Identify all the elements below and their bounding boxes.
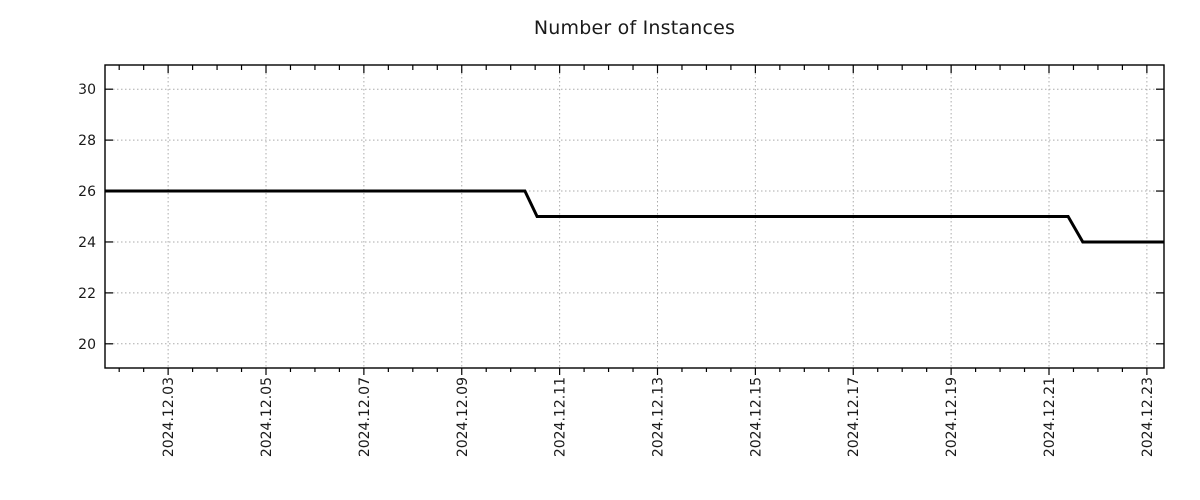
x-tick-label: 2024.12.07	[357, 377, 373, 457]
y-tick-label: 22	[78, 286, 96, 302]
x-tick-label: 2024.12.09	[455, 377, 471, 457]
x-tick-label: 2024.12.13	[651, 377, 667, 457]
x-tick-label: 2024.12.05	[259, 377, 275, 457]
x-tick-label: 2024.12.23	[1140, 377, 1156, 457]
y-tick-label: 26	[78, 184, 96, 200]
chart-title: Number of Instances	[533, 17, 736, 39]
x-tick-label: 2024.12.03	[161, 377, 177, 457]
x-tick-label: 2024.12.15	[748, 377, 764, 457]
x-tick-label: 2024.12.21	[1042, 377, 1058, 457]
y-tick-label: 20	[78, 337, 96, 353]
y-tick-label: 30	[78, 82, 96, 98]
data-line-instances	[105, 189, 1164, 244]
y-tick-label: 28	[78, 133, 96, 149]
x-tick-label: 2024.12.17	[846, 377, 862, 457]
x-tick-label: 2024.12.11	[553, 377, 569, 457]
plot-frame	[104, 64, 1165, 369]
x-tick-label: 2024.12.19	[944, 377, 960, 457]
y-tick-label: 24	[78, 235, 96, 251]
